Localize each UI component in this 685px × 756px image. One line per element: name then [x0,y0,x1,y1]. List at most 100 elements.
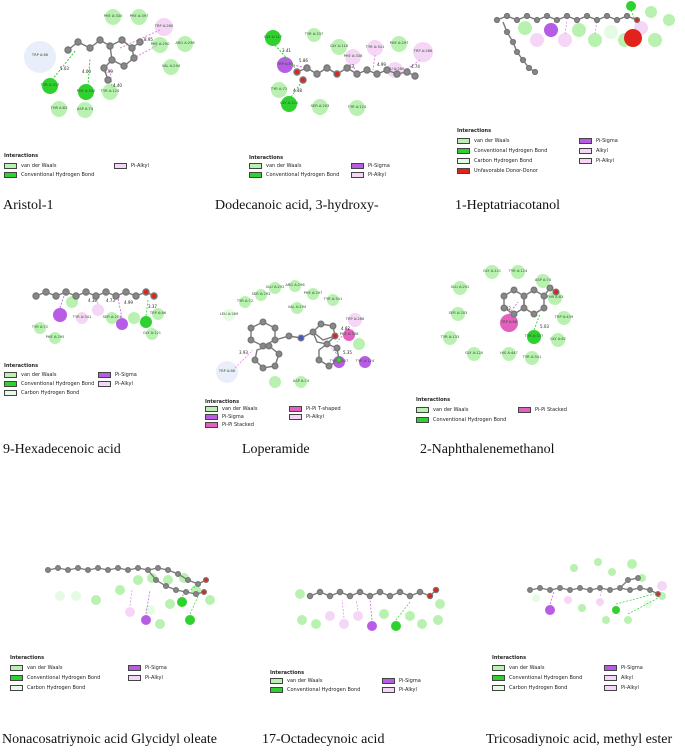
legend-title: Interactions [10,655,45,661]
alkyl-swatch [579,148,592,154]
legend-item: Conventional Hydrogen Bond [492,675,582,681]
legend-item: Carbon Hydrogen Bond [10,685,85,691]
legend-item: Pi-Alkyl [382,687,417,693]
residue-label: TYR A:341 [72,315,92,319]
distance-label: 4.40 [113,83,122,88]
ligand-molecule [527,575,661,597]
vdw-swatch [10,665,23,671]
residue-label: GLU A:292 [266,285,285,289]
legend-label: van der Waals [287,678,323,684]
residue-label: PHE A:297 [390,41,409,45]
caption: Loperamide [242,442,310,457]
residue-label: ASP A:74 [535,278,552,282]
legend-item: Pi-Sigma [579,138,618,144]
pi-sigma-swatch [205,414,218,420]
legend-label: Conventional Hydrogen Bond [433,417,507,423]
vdw-swatch [457,138,470,144]
legend-label: Pi-Pi T-shaped [306,406,341,412]
residue-bubble [24,41,56,73]
panel-aristol-1: TRP A:86 PHE A:330 PHE A:397 TRP A:280 P… [0,0,230,225]
panel-loperamide: LEU A:289 TYR A:72 SER A:293 GLU A:292 A… [205,250,410,465]
residue-bubble [155,18,173,36]
residue-bubbles [34,296,164,344]
legend: Interactions van der Waals Conventional … [10,655,230,693]
residue-bubble [163,59,179,75]
legend-item: van der Waals [416,407,468,413]
legend-item: Conventional Hydrogen Bond [457,148,547,154]
residue-bubble [331,39,347,55]
legend-item: Conventional Hydrogen Bond [416,417,506,423]
legend-item: Pi-Pi T-shaped [289,406,341,412]
residue-bubble [349,100,365,116]
legend-item: Pi-Alkyl [289,414,324,420]
residue-label: TRP A:86 [500,320,518,324]
pi-sigma-swatch [604,665,617,671]
residue-label: ARG A:296 [175,41,195,45]
legend-item: Pi-Sigma [604,665,643,671]
panel-1-heptatriacotanol: Interactions van der Waals Conventional … [455,0,685,225]
legend-item: Carbon Hydrogen Bond [457,158,532,164]
legend-label: Unfavorable Donor-Donor [474,168,538,174]
residue-bubble [131,9,147,25]
residue-label: TRP A:86 [149,311,167,315]
diagram-17-octadecynoic-acid [295,586,445,631]
legend-title: Interactions [205,399,240,405]
distance-label: 4.38 [88,298,97,303]
legend-title: Interactions [270,670,305,676]
legend-item: Pi-Alkyl [98,381,133,387]
residue-label: PHE A:397 [130,14,149,18]
residue-bubble [102,84,118,100]
legend: Interactions van der Waals Conventional … [4,153,224,183]
residue-bubbles [443,265,571,365]
legend-item: van der Waals [4,372,56,378]
pi-pi-stacked-swatch [205,422,218,428]
hbond-swatch [10,675,23,681]
legend-item: Pi-Sigma [205,414,244,420]
distance-label: 5.03 [60,66,69,71]
caption: Nonacosatriynoic acid Glycidyl oleate [2,732,217,747]
distance-label: 4.74 [411,64,420,69]
distance-label: 5.86 [299,58,308,63]
residue-label: TYR A:72 [236,299,253,303]
residue-label: TYR A:124 [347,105,367,109]
residue-label: TYR A:72 [31,325,48,329]
residue-label: TRP A:439 [554,315,574,319]
residue-label: PHE A:290 [151,42,170,46]
residue-bubble [271,82,287,98]
residue-label: PHE A:342 [77,89,96,93]
legend-item: Pi-Sigma [98,372,137,378]
residue-label: SER A:203 [311,104,330,108]
distance-label: 5.35 [343,350,352,355]
residue-bubble [177,36,193,52]
legend-label: Carbon Hydrogen Bond [27,685,86,691]
caption: 1-Heptatriacotanol [455,198,560,213]
legend-label: van der Waals [433,407,469,413]
hbond-swatch [416,417,429,423]
distance-label: 4.82 [341,326,350,331]
residue-bubble [152,37,168,53]
residue-label: TRP A:280 [154,24,174,28]
vdw-swatch [270,678,283,684]
legend: Interactions van der Waals Conventional … [4,363,214,401]
distance-label: 5.03 [540,324,549,329]
legend-label: Conventional Hydrogen Bond [27,675,101,681]
diagram-1-heptatriacotanol [493,1,675,76]
panel-nonacosatriynoic-acid: Interactions van der Waals Conventional … [0,550,245,756]
legend-label: van der Waals [27,665,63,671]
legend-label: Pi-Pi Stacked [535,407,567,413]
residue-label: SER A:203 [103,315,122,319]
residue-label: LEU A:289 [386,67,405,71]
residue-bubble [367,40,383,56]
residue-label: SER A:203 [449,311,468,315]
residue-label: TRP A:86 [218,369,236,373]
legend-label: Pi-Sigma [621,665,643,671]
legend-label: Pi-Sigma [145,665,167,671]
residue-label: TYR A:337 [40,83,60,87]
residue-label: PHE A:297 [304,291,323,295]
residue-label: TYR A:341 [365,45,385,49]
residue-label: THR A:83 [50,106,68,110]
hbond-swatch [457,148,470,154]
legend-label: Conventional Hydrogen Bond [21,381,95,387]
legend-item: Pi-Sigma [351,163,390,169]
residue-bubbles [518,1,675,47]
